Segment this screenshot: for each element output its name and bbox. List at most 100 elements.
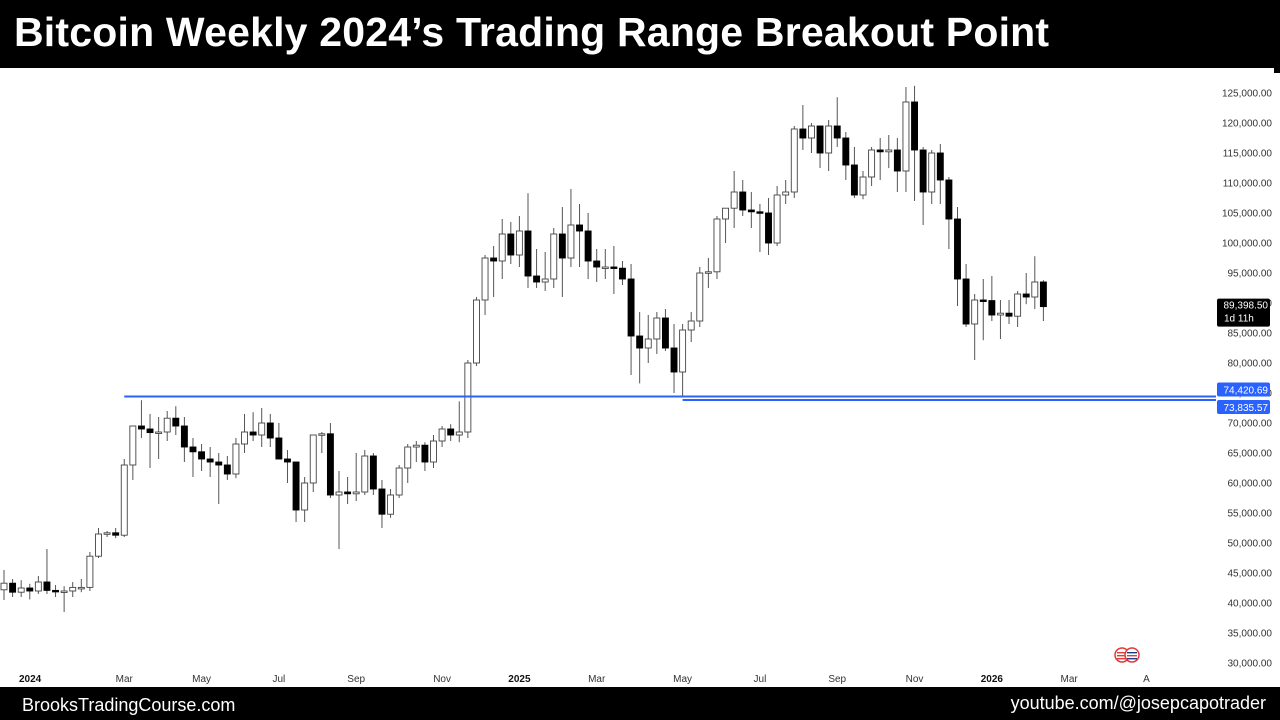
level-badge [1217,399,1270,414]
bull-candle [825,125,833,154]
bear-candle [112,532,120,536]
bull-candle [241,431,248,445]
bear-candle [172,417,180,427]
x-tick-label: Sep [828,674,846,685]
bear-candle [249,431,257,436]
price-axis: 125,000.00 120,000.00 115,000.00 110,000.00… [1222,89,1272,670]
bull-candle [515,230,523,256]
bull-candle [653,317,661,340]
bear-candle [833,125,841,139]
bull-candle [713,218,721,273]
bull-candle [885,149,893,153]
bear-candle [893,149,901,172]
bear-candle [490,257,498,262]
x-tick-label: Jul [754,674,767,685]
us-flag-icon[interactable] [1114,647,1140,663]
bear-candle [9,582,17,593]
bull-candle [541,278,549,283]
bull-candle [352,491,360,495]
current-price-label: 89,398.50 [1224,301,1269,312]
candles-layer [0,85,1047,612]
y-tick-label: 50,000.00 [1228,539,1273,550]
bull-candle [902,101,910,172]
bear-candle [43,581,51,591]
bull-candle [163,417,171,433]
bear-candle [816,125,824,154]
bull-candle [258,422,266,436]
bull-candle [722,207,730,220]
bear-candle [954,218,961,280]
bull-candle [928,152,936,193]
title-bar: Bitcoin Weekly 2024’s Trading Range Brea… [0,0,1280,68]
bull-candle [808,125,815,139]
y-tick-label: 35,000.00 [1228,629,1273,640]
current-price-badge [1217,298,1270,327]
x-tick-label: Mar [588,674,606,685]
footer-website: BrooksTradingCourse.com [22,695,236,715]
bear-candle [558,233,566,259]
bear-candle [1022,293,1030,298]
y-tick-label: 115,000.00 [1223,149,1273,160]
bear-candle [533,275,541,283]
y-tick-label: 80,000.00 [1228,359,1273,370]
bull-candle [301,482,309,511]
bear-candle [739,191,747,211]
y-tick-label: 65,000.00 [1228,449,1273,460]
bull-candle [782,191,790,196]
y-tick-label: 70,000.00 [1228,419,1273,430]
bull-candle [679,329,687,373]
x-tick-label: Nov [433,674,451,685]
levels-layer [124,395,1216,401]
bear-candle [747,209,755,213]
bull-candle [335,491,343,496]
x-tick-label: Jul [272,674,285,685]
bear-candle [988,300,996,316]
bear-candle [850,164,858,196]
footer-bar: BrooksTradingCourse.com youtube.com/@jos… [0,687,1280,720]
bull-candle [95,533,102,557]
footer-youtube: youtube.com/@josepcapotrader [1010,693,1266,713]
time-to-close-label: 1d 11h [1224,314,1254,325]
bear-candle [876,149,884,153]
bear-candle [627,278,635,337]
x-tick-label: May [192,674,211,685]
bear-candle [326,433,334,496]
bull-candle [859,176,867,196]
y-tick-label: 100,000.00 [1222,239,1272,250]
bull-candle [86,555,94,588]
bear-candle [206,458,214,463]
bear-candle [344,491,352,495]
bear-candle [842,137,850,166]
bull-candle [971,299,979,325]
bear-candle [576,224,583,232]
y-tick-label: 95,000.00 [1228,269,1273,280]
y-tick-label: 110,000.00 [1223,179,1273,190]
bull-candle [120,464,128,536]
bear-candle [284,458,291,463]
bear-candle [189,446,197,453]
bear-candle [198,451,206,460]
bull-candle [730,191,738,209]
bear-candle [619,267,626,280]
bull-candle [438,428,446,442]
price-badges: 89,398.50 1d 11h 74,420.69 73,835.57 [1217,298,1270,414]
bull-candle [69,586,77,592]
title-edge [1274,68,1280,73]
bull-candle [550,233,558,280]
bull-candle [34,581,42,592]
bear-candle [215,461,223,466]
candlestick-chart[interactable]: 125,000.00 120,000.00 115,000.00 110,000.00… [0,68,1280,687]
bull-candle [430,440,437,463]
bear-candle [137,425,145,430]
y-tick-label: 85,000.00 [1228,329,1273,340]
page-title: Bitcoin Weekly 2024’s Trading Range Brea… [14,9,1050,55]
y-tick-label: 45,000.00 [1228,569,1273,580]
bull-candle [129,425,137,466]
bull-candle [455,431,463,436]
bear-candle [1005,312,1013,317]
x-tick-label: May [673,674,692,685]
y-tick-label: 55,000.00 [1228,509,1273,520]
bear-candle [756,211,764,214]
bull-candle [644,338,652,349]
bear-candle [378,488,386,515]
